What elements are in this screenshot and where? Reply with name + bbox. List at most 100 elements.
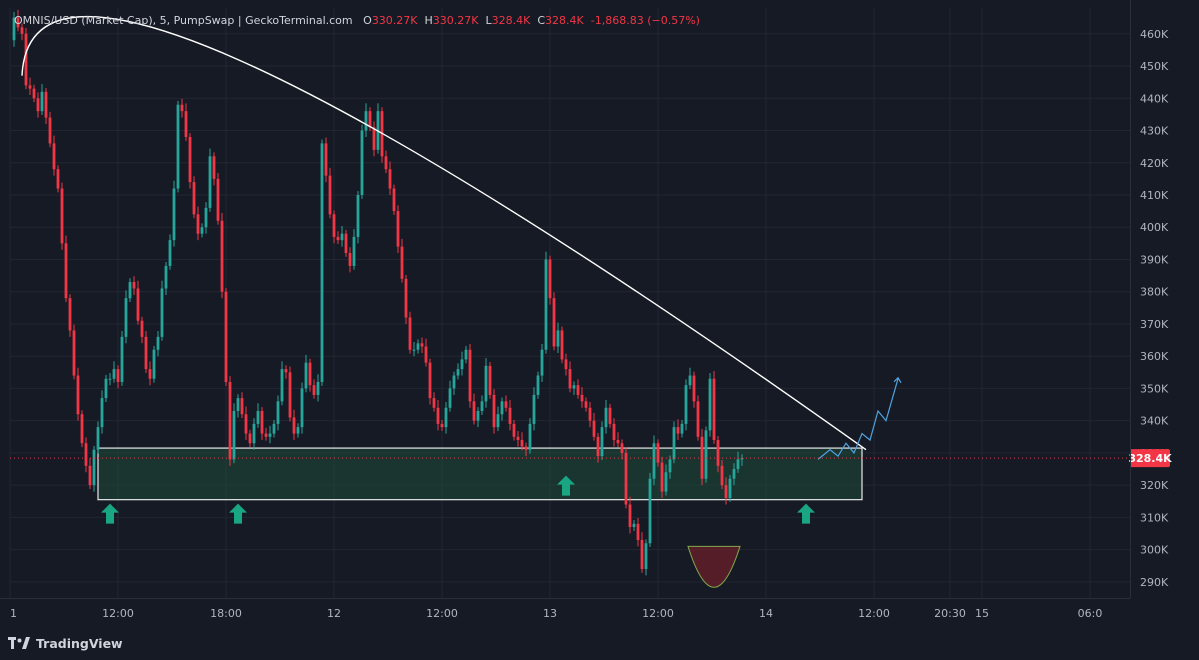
- candle-body: [120, 336, 124, 382]
- candle-body: [540, 349, 544, 376]
- time-tick-label: 06:0: [1078, 607, 1103, 620]
- candle-body: [112, 369, 116, 379]
- candle-body: [196, 214, 200, 234]
- candle-body: [528, 423, 532, 450]
- tradingview-logo[interactable]: TradingView: [8, 633, 123, 653]
- candle-body: [340, 233, 344, 241]
- candle-body: [692, 375, 696, 402]
- candle-body: [416, 343, 420, 350]
- candle-body: [560, 330, 564, 360]
- candle-body: [52, 143, 56, 170]
- candle-body: [104, 378, 108, 399]
- candle-body: [60, 188, 64, 244]
- candle-body: [332, 214, 336, 237]
- price-tick-label: 290K: [1140, 576, 1169, 589]
- candle-body: [32, 88, 36, 99]
- candle-body: [288, 372, 292, 418]
- candle-body: [216, 178, 220, 221]
- candle-body: [204, 207, 208, 228]
- price-tick-label: 390K: [1140, 253, 1169, 266]
- candle-body: [592, 420, 596, 437]
- candle-body: [580, 394, 584, 402]
- candle-body: [164, 265, 168, 289]
- candle-body: [468, 349, 472, 402]
- time-tick-label: 12:00: [642, 607, 674, 620]
- candle-body: [672, 427, 676, 460]
- candle-body: [552, 298, 556, 347]
- candle-body: [516, 436, 520, 441]
- candle-body: [88, 465, 92, 486]
- candle-body: [28, 85, 32, 89]
- candle-body: [16, 17, 20, 28]
- time-axis[interactable]: 1 12:00 18:00 12 12:00 13 12:00 14 12:00 20:30 15 0…: [10, 607, 1102, 620]
- candle-body: [172, 188, 176, 241]
- candle-body: [400, 246, 404, 279]
- candle-body: [716, 440, 720, 466]
- candle-body: [124, 298, 128, 337]
- candle-body: [508, 407, 512, 424]
- time-tick-label: 12:00: [858, 607, 890, 620]
- candle-body: [276, 401, 280, 424]
- tradingview-brand: TradingView: [36, 635, 123, 651]
- change-value: -1,868.83 (−0.57%): [590, 14, 700, 27]
- candle-body: [588, 407, 592, 421]
- candle-body: [456, 369, 460, 376]
- candle-body: [248, 433, 252, 444]
- ohlc-legend: OMNIS/USD (Market Cap), 5, PumpSwap | Ge…: [14, 14, 700, 27]
- candles: [12, 9, 744, 576]
- candle-body: [184, 111, 188, 137]
- candle-body: [660, 462, 664, 492]
- candle-body: [128, 282, 132, 299]
- candle-body: [420, 343, 424, 347]
- candle-body: [472, 401, 476, 421]
- candle-body: [168, 240, 172, 266]
- close-value: 328.4K: [545, 14, 584, 27]
- last-price-badge: [1130, 449, 1170, 468]
- candle-body: [708, 378, 712, 431]
- candle-body: [132, 282, 136, 289]
- time-tick-label: 12: [327, 607, 341, 620]
- up-arrow-icon: [101, 503, 119, 524]
- candle-body: [152, 349, 156, 379]
- candle-body: [220, 220, 224, 292]
- candle-body: [652, 443, 656, 479]
- candle-body: [476, 411, 480, 421]
- candle-body: [244, 414, 248, 434]
- candle-body: [352, 236, 356, 266]
- price-tick-label: 310K: [1140, 511, 1169, 524]
- candle-body: [452, 375, 456, 389]
- candle-body: [736, 459, 740, 470]
- support-zone: [97, 447, 863, 501]
- candle-body: [144, 336, 148, 370]
- candle-body: [208, 156, 212, 208]
- candle-body: [488, 365, 492, 395]
- candle-body: [316, 381, 320, 395]
- candle-body: [644, 543, 648, 569]
- dip-highlight: [687, 545, 741, 588]
- symbol-label[interactable]: OMNIS/USD (Market Cap), 5, PumpSwap | Ge…: [14, 14, 353, 27]
- price-tick-label: 350K: [1140, 382, 1169, 395]
- candle-body: [500, 401, 504, 415]
- candle-body: [444, 407, 448, 428]
- candle-body: [544, 259, 548, 350]
- open-label: O: [363, 14, 372, 27]
- candle-body: [356, 194, 360, 237]
- high-label: H: [424, 14, 433, 27]
- candle-body: [308, 362, 312, 386]
- price-tick-label: 300K: [1140, 544, 1169, 557]
- candle-body: [64, 243, 68, 299]
- candle-body: [24, 33, 28, 86]
- low-label: L: [485, 14, 492, 27]
- candle-body: [272, 423, 276, 434]
- candle-body: [636, 523, 640, 540]
- price-axis[interactable]: 460K 450K 440K 430K 420K 410K 400K 390K 380K 370K…: [1140, 28, 1169, 589]
- candle-body: [192, 182, 196, 215]
- candle-body: [212, 156, 216, 179]
- candle-body: [188, 136, 192, 183]
- candle-body: [96, 427, 100, 450]
- time-tick-label: 13: [543, 607, 557, 620]
- candle-body: [496, 414, 500, 428]
- candle-body: [116, 369, 120, 382]
